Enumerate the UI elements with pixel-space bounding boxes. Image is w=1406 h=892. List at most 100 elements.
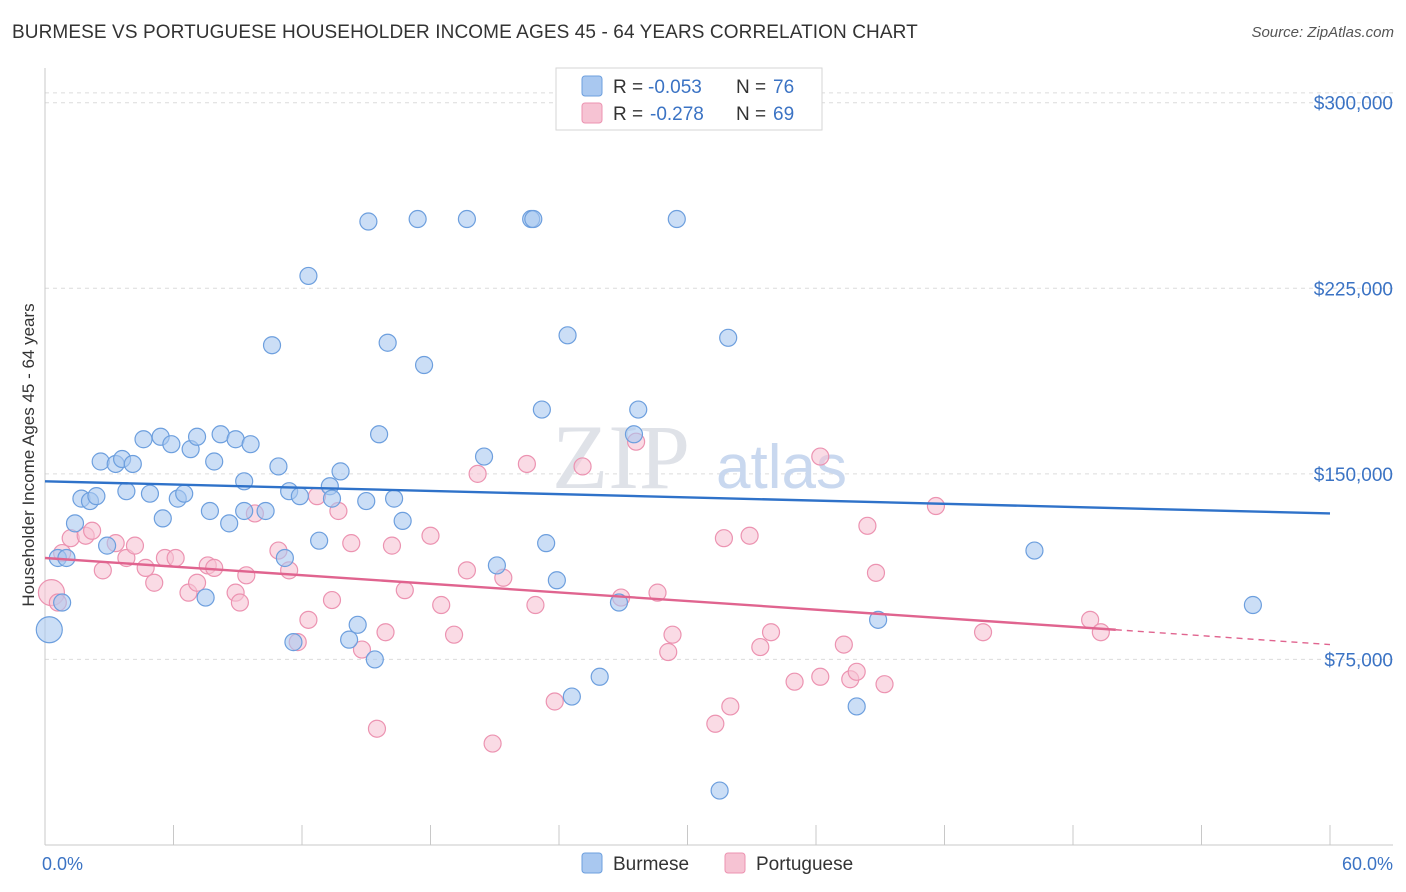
- portuguese-point: [847, 662, 866, 681]
- burmese-point: [340, 630, 359, 649]
- burmese-point: [562, 687, 581, 706]
- burmese-point: [457, 209, 477, 229]
- portuguese-point: [973, 623, 993, 642]
- burmese-point: [590, 667, 609, 686]
- burmese-point: [187, 427, 207, 446]
- portuguese-point: [761, 623, 781, 642]
- burmese-point: [200, 501, 220, 521]
- portuguese-trend-extension: [1115, 629, 1331, 646]
- burmese-point: [414, 355, 434, 375]
- trend-lines: [44, 480, 1331, 646]
- burmese-point: [65, 514, 85, 533]
- portuguese-point: [1091, 623, 1110, 642]
- burmese-point: [558, 326, 577, 345]
- burmese-point: [205, 452, 224, 471]
- burmese-point: [474, 447, 494, 466]
- burmese-point: [624, 425, 644, 444]
- burmese-point: [609, 593, 629, 612]
- portuguese-point: [517, 454, 536, 474]
- watermark: ZIP atlas: [552, 406, 847, 508]
- burmese-point: [408, 209, 427, 229]
- portuguese-point: [145, 573, 164, 592]
- portuguese-point: [721, 697, 740, 716]
- burmese-point: [91, 452, 110, 471]
- burmese-point: [241, 435, 260, 454]
- burmese-point: [87, 487, 106, 506]
- burmese-point: [710, 781, 729, 800]
- legend-n-value-burmese: 76: [773, 77, 794, 98]
- burmese-point: [275, 548, 294, 568]
- bottom-legend-burmese: Burmese: [613, 854, 689, 875]
- portuguese-point: [714, 529, 734, 548]
- burmese-point: [384, 489, 404, 508]
- portuguese-point: [342, 534, 361, 553]
- portuguese-point: [230, 593, 249, 612]
- portuguese-point: [444, 625, 464, 644]
- portuguese-point: [526, 595, 545, 615]
- legend-swatch-burmese: [581, 75, 603, 97]
- burmese-point: [357, 491, 376, 511]
- portuguese-point: [421, 526, 440, 545]
- y-tick-label: $150,000: [1314, 465, 1393, 486]
- portuguese-point: [648, 583, 667, 602]
- portuguese-point: [457, 561, 477, 580]
- burmese-point: [359, 212, 378, 231]
- burmese-point: [1025, 541, 1044, 560]
- bottom-legend-portuguese: Portuguese: [756, 854, 853, 875]
- portuguese-point: [376, 623, 395, 642]
- burmese-point: [869, 610, 888, 629]
- burmese-point: [365, 650, 384, 669]
- portuguese-point: [352, 640, 372, 659]
- source-label: Source: ZipAtlas.com: [1251, 24, 1394, 41]
- burmese-trend-line: [44, 480, 1331, 515]
- portuguese-point: [125, 536, 145, 555]
- burmese-point: [310, 531, 329, 550]
- portuguese-point: [483, 734, 502, 753]
- bottom-legend-swatch-burmese: [581, 852, 603, 874]
- burmese-point: [175, 484, 194, 503]
- portuguese-point: [706, 714, 725, 733]
- burmese-point: [370, 425, 389, 444]
- burmese-point: [532, 400, 551, 419]
- portuguese-point: [93, 561, 112, 580]
- burmese-point: [153, 509, 172, 528]
- portuguese-point: [858, 516, 877, 535]
- burmese-point: [35, 616, 63, 644]
- burmese-point: [98, 536, 117, 555]
- portuguese-point: [875, 675, 894, 694]
- burmese-point: [393, 511, 412, 530]
- portuguese-point: [785, 672, 804, 691]
- burmese-point: [299, 266, 318, 286]
- burmese-point: [196, 588, 215, 607]
- burmese-point: [53, 593, 72, 612]
- chart-title: BURMESE VS PORTUGUESE HOUSEHOLDER INCOME…: [12, 22, 918, 43]
- legend-r-value-burmese: -0.053: [648, 77, 702, 98]
- axes: [44, 68, 1393, 846]
- legend-r-label-burmese: R =: [613, 77, 643, 98]
- portuguese-point: [740, 526, 759, 545]
- x-tick-label-max: 60.0%: [1342, 854, 1393, 874]
- burmese-point: [547, 571, 566, 590]
- portuguese-trend-line: [44, 556, 1116, 631]
- legend-n-value-portuguese: 69: [773, 104, 794, 125]
- portuguese-point: [187, 573, 207, 592]
- y-tick-label: $75,000: [1324, 650, 1393, 671]
- x-tick-label-min: 0.0%: [42, 854, 83, 874]
- burmese-point: [134, 430, 153, 449]
- portuguese-point: [166, 548, 185, 568]
- burmese-point: [117, 482, 136, 501]
- burmese-point: [290, 487, 309, 506]
- portuguese-point: [367, 719, 387, 738]
- portuguese-point: [663, 625, 682, 644]
- burmese-point: [524, 209, 543, 229]
- burmese-point: [322, 489, 342, 508]
- legend-n-label-portuguese: N =: [736, 104, 766, 125]
- burmese-point: [629, 400, 648, 419]
- portuguese-point: [83, 521, 102, 540]
- portuguese-point: [834, 635, 853, 654]
- portuguese-point: [811, 667, 830, 686]
- portuguese-point: [382, 536, 402, 555]
- bottom-legend: Burmese Portuguese: [581, 852, 853, 875]
- portuguese-point: [751, 637, 770, 657]
- legend-swatch-portuguese: [581, 102, 603, 124]
